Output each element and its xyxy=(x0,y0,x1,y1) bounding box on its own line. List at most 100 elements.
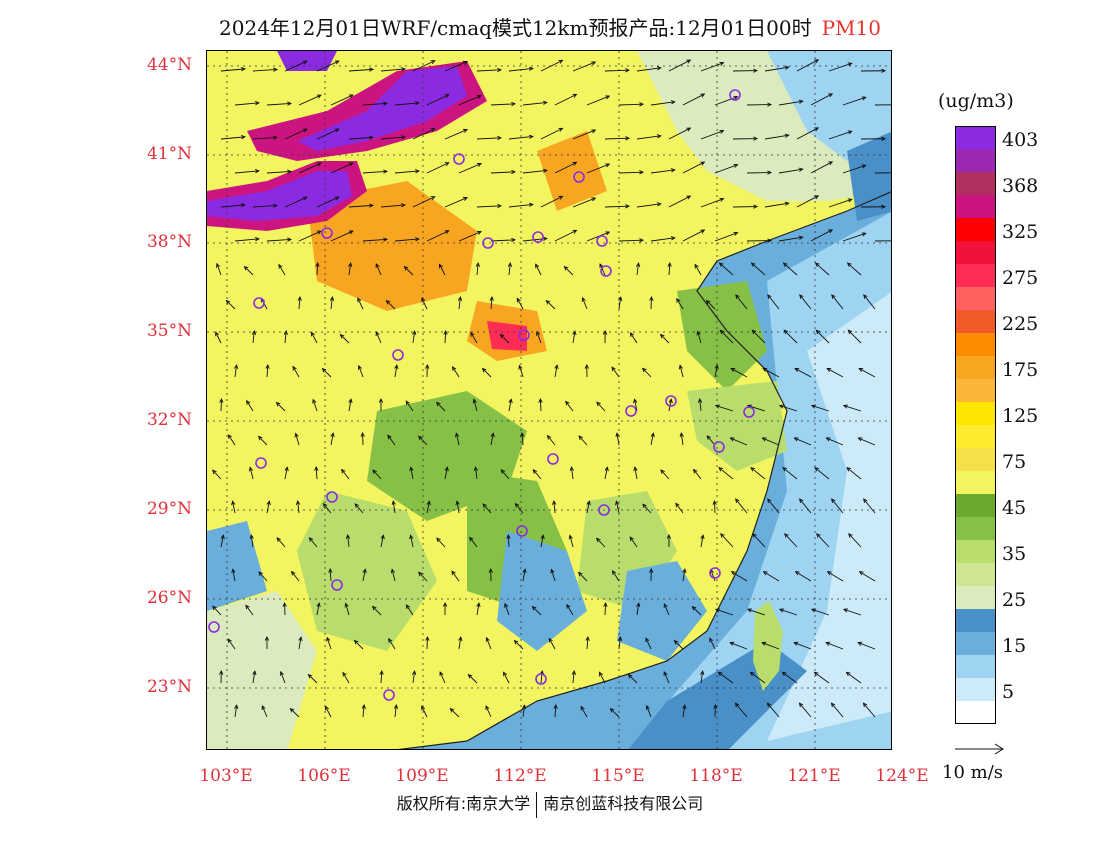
wind-arrow-head xyxy=(528,202,534,207)
wind-arrow-head xyxy=(828,229,834,234)
wind-arrow xyxy=(596,401,606,412)
wind-arrow-head xyxy=(717,671,723,677)
wind-arrow-head xyxy=(816,533,821,538)
wind-arrow-head xyxy=(508,398,513,404)
copyright-left: 版权所有:南京大学 xyxy=(396,794,531,813)
wind-arrow xyxy=(326,637,332,650)
wind-vectors xyxy=(212,59,891,718)
wind-arrow-head xyxy=(227,638,232,644)
wind-arrow-head xyxy=(846,262,852,267)
wind-arrow xyxy=(215,332,222,344)
wind-arrow-head xyxy=(278,263,283,269)
wind-arrow xyxy=(846,671,862,684)
wind-arrow xyxy=(831,498,844,514)
wind-arrow-head xyxy=(497,135,503,141)
wind-arrow-head xyxy=(750,467,756,472)
wind-arrow xyxy=(859,571,876,582)
wind-arrow xyxy=(485,705,492,718)
wind-arrow-head xyxy=(361,704,366,709)
wind-arrow xyxy=(391,569,396,582)
wind-arrow-head xyxy=(767,102,773,107)
wind-arrow xyxy=(618,171,644,174)
wind-arrow-head xyxy=(793,437,799,442)
wind-arrow xyxy=(298,162,322,174)
wind-arrow xyxy=(564,266,574,276)
wind-arrow xyxy=(676,298,684,310)
wind-arrow xyxy=(750,671,766,684)
wind-arrow-head xyxy=(826,571,832,576)
wind-arrow-head xyxy=(700,670,705,676)
wind-arrow-head xyxy=(778,608,784,613)
wind-arrow xyxy=(386,300,396,310)
wind-arrow-head xyxy=(231,568,236,574)
wind-arrow-head xyxy=(273,67,278,72)
pollution-orange-beijing xyxy=(537,131,607,211)
wind-arrow-head xyxy=(815,329,821,335)
wind-arrow xyxy=(582,297,588,310)
wind-arrow xyxy=(682,705,686,718)
wind-arrow xyxy=(831,702,844,718)
wind-arrow xyxy=(220,535,224,548)
wind-arrow xyxy=(348,399,352,412)
wind-arrow-head xyxy=(813,671,819,677)
wind-arrow xyxy=(554,229,577,242)
wind-arrow-head xyxy=(216,262,221,268)
wind-arrow-head xyxy=(412,330,417,336)
wind-arrow-head xyxy=(528,66,534,71)
wind-arrow-head xyxy=(682,704,687,710)
wind-arrow xyxy=(412,60,435,72)
wind-arrow xyxy=(476,603,480,616)
wind-arrow-head xyxy=(375,331,380,336)
wind-arrow xyxy=(220,204,245,208)
wind-arrow-head xyxy=(825,437,831,442)
wind-arrow-head xyxy=(558,195,564,200)
wind-arrow xyxy=(473,399,478,412)
city-markers xyxy=(208,89,755,701)
wind-arrow-head xyxy=(411,670,417,676)
wind-arrow-head xyxy=(660,469,665,475)
wind-arrow xyxy=(482,368,492,378)
wind-arrow xyxy=(536,331,542,344)
graticule xyxy=(207,51,891,749)
wind-arrow-head xyxy=(467,673,473,679)
wind-arrow xyxy=(848,533,862,548)
wind-arrow-head xyxy=(814,195,820,200)
wind-arrow-head xyxy=(712,499,717,505)
wind-arrow-head xyxy=(605,231,611,236)
wind-arrow xyxy=(284,60,308,72)
wind-arrow-head xyxy=(444,94,450,99)
colorbar-label: 125 xyxy=(1002,405,1039,427)
wind-arrow-head xyxy=(862,702,868,708)
colorbar-swatch xyxy=(955,264,995,287)
wind-arrow-head xyxy=(340,468,346,474)
wind-arrow xyxy=(636,263,639,276)
wind-arrow-head xyxy=(454,432,460,438)
colorbar-swatch xyxy=(955,310,995,333)
wind-arrow-head xyxy=(828,161,834,166)
wind-arrow xyxy=(735,702,748,718)
wind-arrow-head xyxy=(231,500,236,506)
wind-arrow xyxy=(212,605,222,616)
wind-arrow-head xyxy=(602,329,608,335)
wind-arrow-head xyxy=(635,262,641,268)
wind-arrow xyxy=(618,637,621,650)
wind-arrow xyxy=(630,332,638,344)
colorbar-swatch xyxy=(955,402,995,425)
wind-arrow xyxy=(679,365,684,378)
wind-arrow xyxy=(380,670,383,684)
wind-arrow xyxy=(547,435,556,446)
wind-arrow-head xyxy=(489,296,494,301)
wind-arrow-head xyxy=(686,127,692,132)
lat-label-23: 23°N xyxy=(146,677,192,697)
wind-arrow-head xyxy=(847,130,853,135)
wind-arrow xyxy=(796,195,819,208)
city-marker xyxy=(518,329,530,341)
wind-arrow-head xyxy=(369,135,374,140)
wind-arrow-head xyxy=(729,437,735,442)
wind-arrow xyxy=(354,503,364,514)
wind-arrow xyxy=(426,94,449,106)
wind-arrow-head xyxy=(679,432,684,438)
wind-arrow-head xyxy=(264,635,270,641)
wind-arrow xyxy=(646,705,652,718)
wind-arrow-head xyxy=(706,435,712,440)
